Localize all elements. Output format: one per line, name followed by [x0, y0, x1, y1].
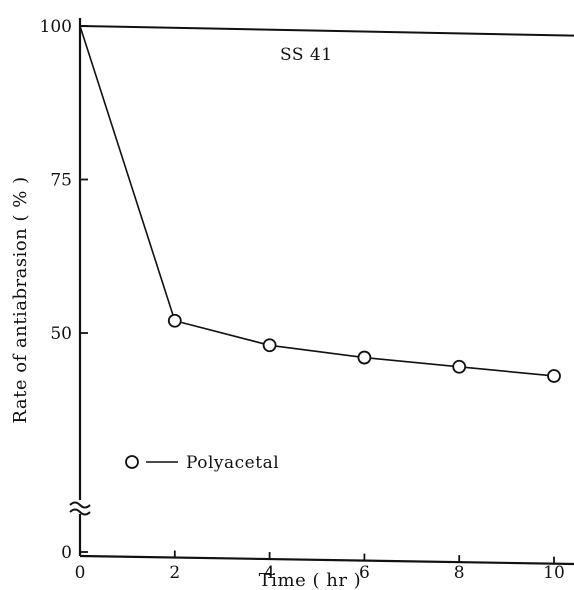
legend-marker [125, 455, 139, 469]
x-tick-label: 4 [264, 563, 275, 583]
x-tick-label: 8 [454, 563, 465, 583]
legend: Polyacetal [125, 453, 279, 473]
x-tick-label: 6 [359, 563, 370, 583]
y-axis-title: Rate of antiabrasion ( % ) [10, 176, 31, 423]
data-point [452, 359, 467, 374]
x-axis-line [79, 554, 574, 566]
ticks: 0 50 75 100 0 2 4 6 8 10 [40, 17, 565, 583]
data-point [547, 369, 561, 383]
axes [68, 18, 574, 566]
series-label-ss41: SS 41 [280, 45, 333, 65]
x-tick-label: 0 [75, 563, 86, 583]
data-point [167, 313, 182, 328]
y-tick-label: 100 [40, 17, 72, 37]
x-tick-label: 10 [543, 563, 565, 583]
series-line-polyacetal [79, 25, 555, 377]
labels: SS 41 Polyacetal Time ( hr ) Rate of ant… [10, 45, 361, 590]
data-point [262, 338, 277, 353]
data-point [357, 350, 372, 365]
legend-label: Polyacetal [186, 453, 279, 473]
series [79, 25, 574, 383]
y-tick-label: 0 [61, 543, 72, 563]
series-line-ss41 [79, 25, 574, 37]
y-tick-label: 75 [50, 171, 72, 191]
x-tick-label: 2 [169, 563, 180, 583]
axis-break-mark [68, 500, 92, 516]
y-tick-label: 50 [50, 324, 72, 344]
x-axis-title: Time ( hr ) [259, 570, 361, 590]
